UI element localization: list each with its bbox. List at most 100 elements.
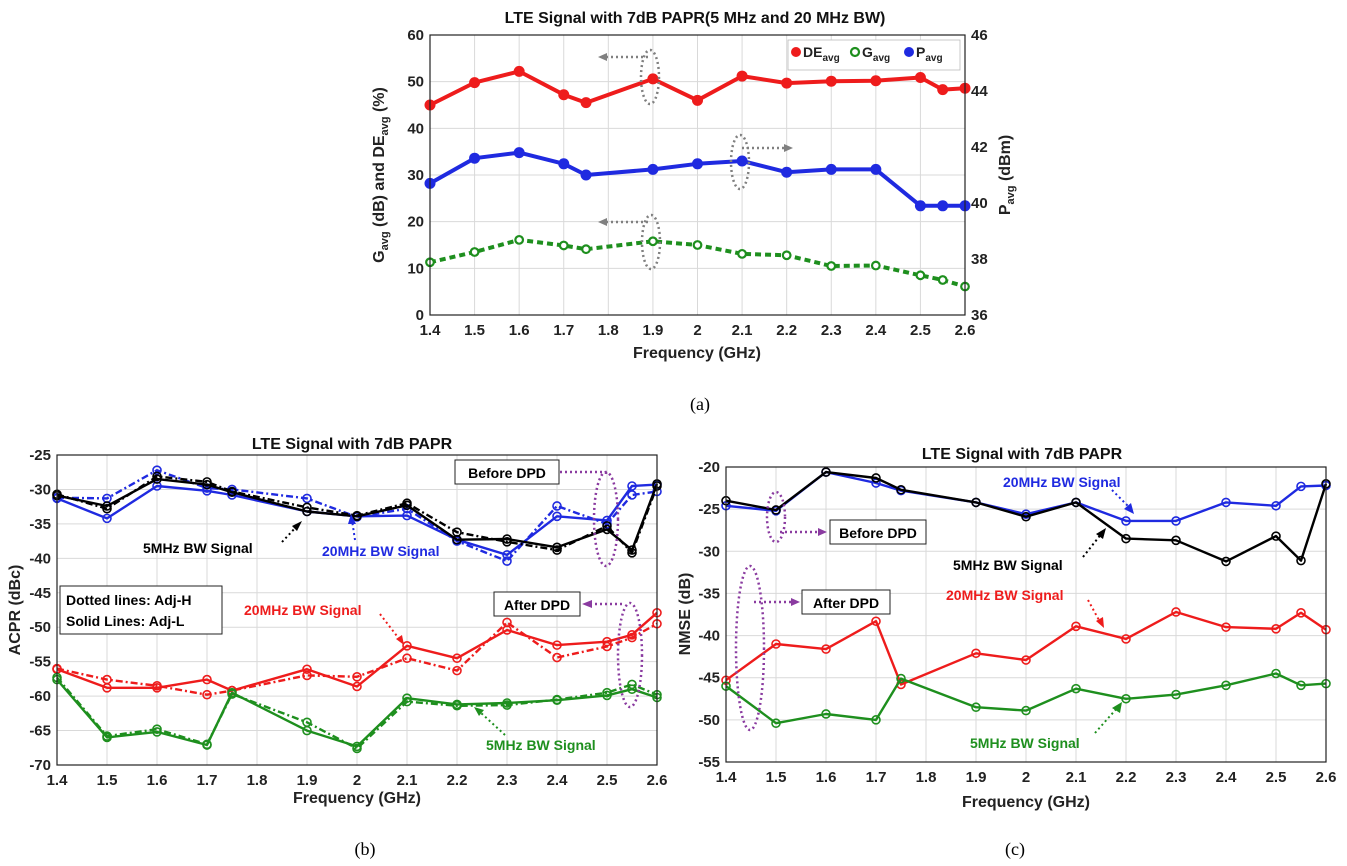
data-point xyxy=(1121,693,1131,704)
data-point xyxy=(781,77,793,89)
y-tick-label: 60 xyxy=(407,27,424,44)
data-point xyxy=(1021,655,1031,665)
x-tick-label: 2.4 xyxy=(865,322,887,339)
data-point xyxy=(937,84,949,96)
after-dpd-ellipse xyxy=(616,601,644,709)
x-tick-label: 2 xyxy=(693,322,701,339)
data-point xyxy=(102,513,112,524)
data-point xyxy=(402,653,412,664)
data-point xyxy=(581,244,591,255)
data-point xyxy=(227,486,237,497)
data-point xyxy=(821,467,831,477)
legend-p-label: Pavg xyxy=(916,44,943,64)
data-point xyxy=(825,163,837,175)
series-line xyxy=(56,678,658,748)
data-point xyxy=(1171,607,1181,617)
x-tick-label: 2.1 xyxy=(1066,769,1087,786)
series-line xyxy=(429,69,966,107)
label-20mhz-after: 20MHz BW Signal xyxy=(946,587,1063,603)
data-point xyxy=(692,158,703,170)
data-point xyxy=(1296,680,1306,691)
data-point xyxy=(502,700,512,710)
data-point xyxy=(402,641,412,651)
data-point xyxy=(914,71,926,83)
x-tick-label: 1.6 xyxy=(147,772,168,789)
y-right-tick-label: 38 xyxy=(971,251,988,268)
x-tick-label: 1.7 xyxy=(553,322,574,339)
y-tick-label: -55 xyxy=(29,654,51,671)
data-point xyxy=(1021,511,1031,522)
data-point xyxy=(202,486,212,496)
data-point xyxy=(452,527,462,537)
label-20mhz-after-arrowhead xyxy=(1096,617,1104,628)
data-point xyxy=(402,498,412,509)
x-tick-label: 2.4 xyxy=(1216,769,1238,786)
y-tick-label: -45 xyxy=(29,585,51,602)
label-5mhz-before-arrowhead xyxy=(292,521,302,531)
label-5mhz-before-arrow xyxy=(281,524,299,543)
x-tick-label: 2.5 xyxy=(910,322,931,339)
y-tick-label: -40 xyxy=(698,628,720,645)
data-point xyxy=(871,715,881,725)
series-line xyxy=(429,237,966,289)
data-point xyxy=(1171,516,1181,526)
y-tick-label: -50 xyxy=(698,712,720,729)
caption-a: (a) xyxy=(690,394,710,415)
data-point xyxy=(771,639,781,649)
x-tick-label: 1.4 xyxy=(716,769,738,786)
data-point xyxy=(1171,689,1181,700)
data-point xyxy=(452,700,462,711)
data-point xyxy=(771,718,781,729)
data-point xyxy=(1221,680,1231,691)
data-point xyxy=(821,644,831,654)
panel-c: LTE Signal with 7dB PAPR 1.4 1.5 1.6 1.7 1.8… xyxy=(677,446,1336,860)
label-5mhz-after-arrow xyxy=(479,711,506,736)
x-tick-label: 2.3 xyxy=(821,322,842,339)
data-point xyxy=(469,77,481,89)
data-point xyxy=(513,147,525,159)
panel-a-series xyxy=(424,65,971,292)
line-style-legend-1: Dotted lines: Adj-H xyxy=(66,592,191,608)
x-tick-label: 2.6 xyxy=(647,772,668,789)
data-point xyxy=(502,617,512,628)
y-tick-label: -35 xyxy=(29,516,51,533)
data-point xyxy=(648,236,658,247)
data-point xyxy=(627,679,637,690)
y-tick-label: -20 xyxy=(698,459,720,476)
annotation-ellipse-p xyxy=(729,133,751,191)
series-line xyxy=(725,610,1327,686)
data-point xyxy=(1071,621,1081,632)
data-point xyxy=(627,481,637,491)
data-point xyxy=(915,270,926,281)
x-tick-label: 2 xyxy=(1022,769,1030,786)
x-tick-label: 2.1 xyxy=(732,322,753,339)
data-point xyxy=(152,465,162,475)
after-dpd-label: After DPD xyxy=(504,597,570,613)
x-tick-label: 1.9 xyxy=(642,322,663,339)
data-point xyxy=(552,694,562,705)
data-point xyxy=(971,702,981,713)
after-dpd-arrowhead xyxy=(582,600,592,608)
x-tick-label: 2.5 xyxy=(597,772,618,789)
data-point xyxy=(692,94,703,106)
data-point xyxy=(1271,531,1281,541)
panel-b-ticks: 1.4 1.5 1.6 1.7 1.8 1.9 2 2.1 2.2 2.3 2.4 2.5 2.6 -70… xyxy=(29,447,667,789)
after-dpd-label: After DPD xyxy=(813,595,879,611)
x-tick-label: 1.5 xyxy=(464,322,485,339)
data-point xyxy=(1271,668,1281,679)
x-tick-label: 1.5 xyxy=(97,772,118,789)
label-20mhz-before: 20MHz BW Signal xyxy=(322,543,439,559)
x-tick-label: 2.3 xyxy=(497,772,518,789)
panel-a-legend: DEavg Gavg Pavg xyxy=(787,39,961,71)
data-point xyxy=(781,250,792,261)
after-dpd-arrowhead xyxy=(791,598,800,606)
data-point xyxy=(558,240,569,251)
label-5mhz-before: 5MHz BW Signal xyxy=(953,557,1063,573)
data-point xyxy=(552,545,562,555)
line-style-legend-box xyxy=(59,585,223,635)
data-point xyxy=(302,717,312,728)
y-tick-label: -25 xyxy=(29,447,51,464)
data-point xyxy=(1296,481,1306,492)
panel-c-ticks: 1.4 1.5 1.6 1.7 1.8 1.9 2 2.1 2.2 2.3 2.4 2.5 2.6 -55… xyxy=(698,459,1336,786)
data-point xyxy=(102,503,112,514)
